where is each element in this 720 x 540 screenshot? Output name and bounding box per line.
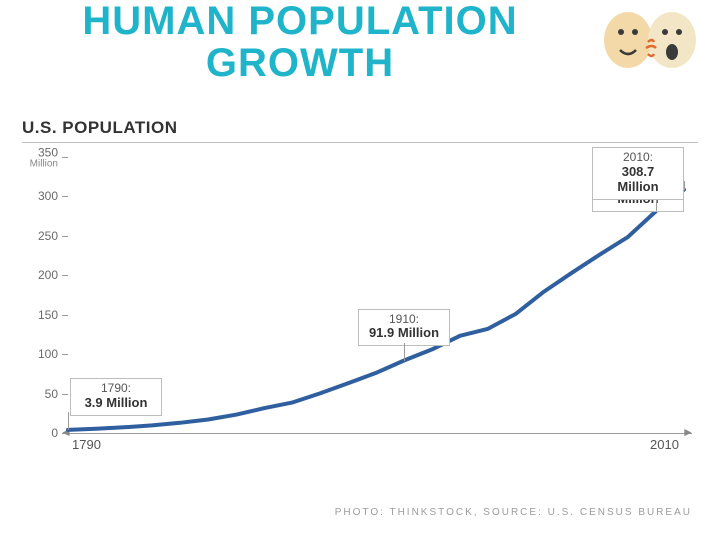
chart-plot-area: 050100150200250300350Million◄►1790201017… xyxy=(22,151,698,461)
callout-leader xyxy=(404,343,405,361)
slide-title-line1: HUMAN POPULATION xyxy=(82,0,517,43)
slide: HUMAN POPULATION GROWTH U.S. POPULATION … xyxy=(0,0,720,540)
chart-callout: 2010:308.7 Million xyxy=(592,147,684,200)
chart-callout: 1790:3.9 Million xyxy=(70,378,162,416)
chart-title: U.S. POPULATION xyxy=(22,118,698,143)
callout-leader xyxy=(68,412,69,430)
chart-callout: 1910:91.9 Million xyxy=(358,309,450,347)
chart: U.S. POPULATION 050100150200250300350Mil… xyxy=(22,118,698,518)
slide-title-line2: GROWTH xyxy=(206,41,394,85)
talking-faces-icon xyxy=(598,6,706,80)
callout-leader xyxy=(684,181,685,190)
chart-credit: PHOTO: THINKSTOCK, SOURCE: U.S. CENSUS B… xyxy=(335,507,692,518)
slide-title: HUMAN POPULATION GROWTH xyxy=(0,0,600,84)
